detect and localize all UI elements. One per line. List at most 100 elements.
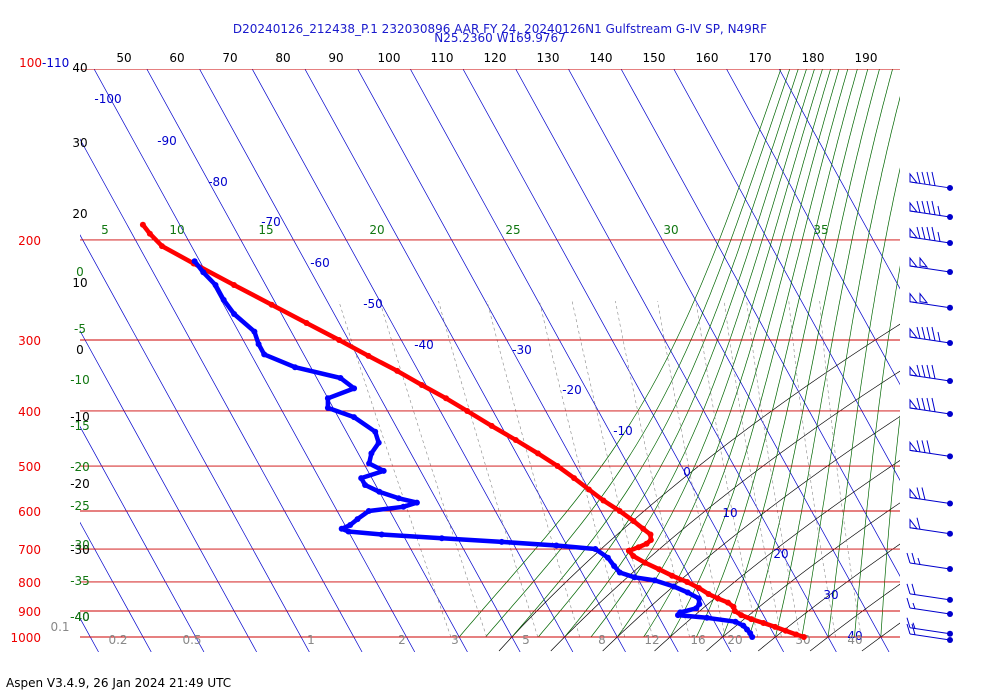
dewpoint-point <box>631 574 638 581</box>
wind-barb <box>909 292 951 309</box>
wind-barb <box>909 226 951 244</box>
pressure-label: 100 <box>19 56 42 70</box>
moist-adiabat-line <box>880 414 900 638</box>
isotherm-line <box>409 69 732 652</box>
temperature-point <box>738 612 745 619</box>
dewpoint-point <box>362 482 369 488</box>
mixing-ratio-label: 0.5 <box>182 633 201 647</box>
top-axis-label: 50 <box>116 51 131 65</box>
wind-barb <box>909 364 951 382</box>
temperature-point <box>748 616 755 623</box>
moist-adiabat-line <box>458 69 782 638</box>
dewpoint-point <box>693 605 700 612</box>
pressure-label: 900 <box>18 605 41 619</box>
mixing-ratio-label: 0.1 <box>50 620 69 634</box>
chart-grid <box>80 69 1000 652</box>
moist-adiabat-line <box>485 69 791 638</box>
isotherm-label: -90 <box>157 134 177 148</box>
dewpoint-point <box>677 609 684 616</box>
isotherm-line <box>199 69 521 652</box>
temperature-point <box>231 282 237 288</box>
mixing-ratio-label: 12 <box>644 633 659 647</box>
temperature-point <box>772 623 779 630</box>
top-axis-label: 160 <box>696 51 719 65</box>
dewpoint-point <box>395 495 402 502</box>
top-axis-label: 110 <box>431 51 454 65</box>
dry-adiabat-line <box>966 69 1000 651</box>
dewpoint-point <box>744 626 750 633</box>
isotherm-label: -20 <box>562 383 582 397</box>
isotherm-label: -10 <box>613 424 633 438</box>
altitude-label: -20 <box>70 477 90 491</box>
dewpoint-point <box>337 375 344 381</box>
dry-adiabat-line <box>498 323 900 652</box>
mixing-ratio-label: 8 <box>598 633 606 647</box>
temperature-point <box>725 599 731 606</box>
top-axis-label: 90 <box>328 51 343 65</box>
chart-title-line-2: N25.2360 W169.9767 <box>434 31 566 45</box>
wind-barb <box>909 171 951 189</box>
temperature-point <box>585 486 592 493</box>
dewpoint-point <box>354 516 361 523</box>
mixing-ratio-label: 3 <box>451 633 459 647</box>
top-axis-label: 170 <box>749 51 772 65</box>
software-version-footer: Aspen V3.4.9, 26 Jan 2024 21:49 UTC <box>6 676 232 690</box>
wind-barb <box>909 397 951 415</box>
theta-e-label: -5 <box>74 322 86 336</box>
dewpoint-point <box>366 460 373 467</box>
temperature-point <box>464 408 471 414</box>
wind-barb <box>909 256 951 273</box>
dewpoint-point <box>553 542 560 549</box>
temperature-point <box>443 395 449 402</box>
dewpoint-point <box>703 614 710 621</box>
mixing-ratio-line <box>486 300 580 638</box>
dewpoint-point <box>400 503 407 510</box>
top-axis-label: 180 <box>802 51 825 65</box>
pressure-label: 200 <box>18 234 41 248</box>
dewpoint-point <box>413 499 420 506</box>
dewpoint-point <box>324 395 331 402</box>
top-axis-label: 80 <box>275 51 290 65</box>
wind-barb <box>909 326 951 344</box>
isotherm-line <box>357 69 679 652</box>
dewpoint-point <box>261 351 268 358</box>
dry-adiabat-line <box>809 583 900 652</box>
theta-e-label: -40 <box>70 610 90 624</box>
moist-adiabat-line <box>538 69 807 638</box>
theta-e-label: 25 <box>505 223 520 237</box>
dewpoint-point <box>324 404 331 411</box>
dewpoint-point <box>351 414 357 421</box>
temperature-point <box>159 243 165 250</box>
mixing-ratio-line <box>746 300 801 638</box>
mixing-ratio-line <box>338 300 452 638</box>
isotherm-line <box>80 425 205 652</box>
isotherm-line <box>778 69 900 290</box>
dewpoint-point <box>351 385 358 392</box>
top-axis-label: 150 <box>643 51 666 65</box>
temperature-point <box>782 627 789 634</box>
isotherm-line <box>515 69 837 652</box>
temperature-point <box>793 631 800 638</box>
isotherm-line <box>80 617 99 652</box>
dewpoint-point <box>292 364 298 371</box>
mixing-ratio-label: 40 <box>847 633 862 647</box>
isotherm-line <box>93 69 416 652</box>
dewpoint-point <box>651 577 658 584</box>
dewpoint-point <box>347 522 354 528</box>
mixing-ratio-line <box>438 300 539 638</box>
altitude-label: -10 <box>70 410 90 424</box>
theta-e-label: -35 <box>70 574 90 588</box>
wind-barb <box>909 487 951 504</box>
temperature-point <box>268 301 275 308</box>
temperature-point <box>656 566 663 573</box>
mixing-ratio-line <box>819 300 862 638</box>
dewpoint-point <box>251 328 258 335</box>
isotherm-label: -100 <box>94 92 121 106</box>
isotherm-line <box>620 69 900 577</box>
dry-adiabat-line <box>861 622 900 652</box>
theta-e-label: 30 <box>663 223 678 237</box>
theta-e-label: -30 <box>70 538 90 552</box>
top-axis-label: 60 <box>169 51 184 65</box>
mixing-ratio-line <box>539 300 626 638</box>
